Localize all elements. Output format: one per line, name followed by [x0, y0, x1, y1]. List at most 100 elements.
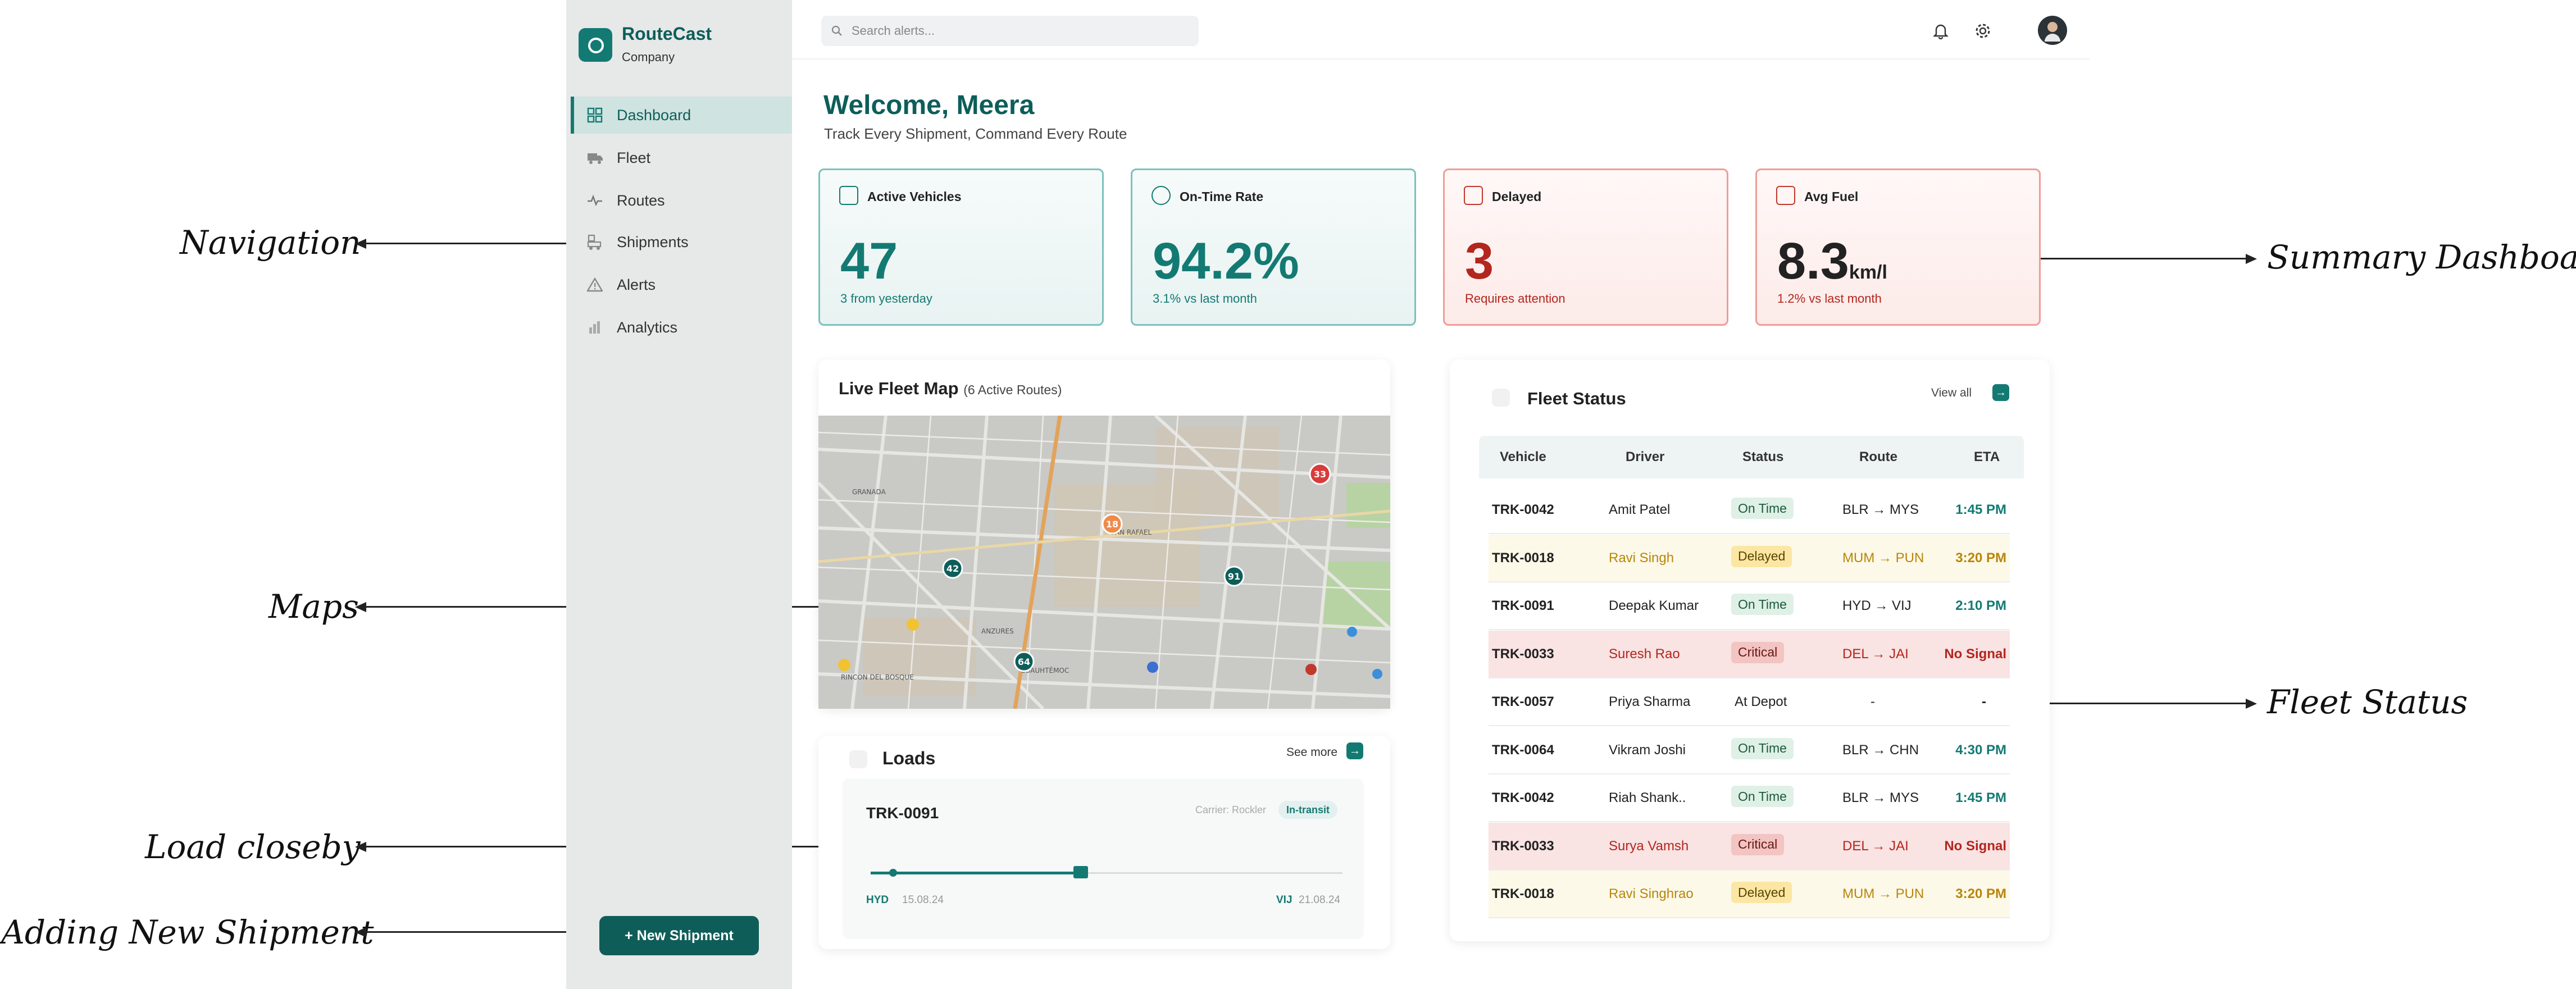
card-active-vehicles[interactable]: Active Vehicles 47 3 from yesterday	[818, 168, 1104, 326]
table-row[interactable]: TRK-0091 Deepak Kumar On Time HYD → VIJ 2:10…	[1489, 582, 2010, 630]
load-card[interactable]	[843, 778, 1364, 939]
cell-vehicle: TRK-0033	[1492, 838, 1554, 854]
card-avg-fuel[interactable]: Avg Fuel 8.3km/l 1.2% vs last month	[1755, 168, 2041, 326]
page-title: Welcome, Meera	[823, 90, 1035, 120]
bar-chart-icon	[586, 319, 603, 336]
map-marker[interactable]: 42	[942, 558, 963, 579]
map-marker[interactable]: 33	[1309, 463, 1331, 485]
sidebar-item-analytics[interactable]: Analytics	[571, 309, 792, 346]
grid-icon	[586, 107, 603, 124]
cell-eta: 4:30 PM	[1955, 742, 2006, 758]
avatar[interactable]	[2038, 16, 2067, 45]
search-bar[interactable]: Search alerts...	[821, 16, 1199, 46]
status-badge: On Time	[1731, 737, 1794, 759]
annotation-arrowhead	[355, 842, 366, 852]
cell-driver: Deepak Kumar	[1609, 598, 1699, 613]
table-row[interactable]: TRK-0033 Suresh Rao Critical DEL → JAI No Si…	[1489, 630, 2010, 678]
table-row[interactable]: TRK-0018 Ravi Singhrao Delayed MUM → PUN 3:2…	[1489, 870, 2010, 918]
status-badge: On Time	[1731, 498, 1794, 519]
table-row[interactable]: TRK-0042 Amit Patel On Time BLR → MYS 1:45 P…	[1489, 486, 2010, 534]
load-from-code: HYD	[866, 894, 889, 906]
map-subtitle: (6 Active Routes)	[963, 382, 1062, 397]
cell-eta: 2:10 PM	[1955, 598, 2006, 613]
cell-route: MUM → PUN	[1842, 550, 1924, 566]
cell-driver: Suresh Rao	[1609, 646, 1680, 662]
card-on-time-rate[interactable]: On-Time Rate 94.2% 3.1% vs last month	[1131, 168, 1416, 326]
card-value: 47	[840, 233, 898, 290]
cell-route: BLR → CHN	[1842, 742, 1919, 758]
cell-vehicle: TRK-0091	[1492, 598, 1554, 613]
cell-vehicle: TRK-0064	[1492, 742, 1554, 758]
arrow-right-icon[interactable]: →	[1992, 384, 2009, 401]
bell-icon[interactable]	[1931, 21, 1950, 40]
table-row[interactable]: TRK-0042 Riah Shank.. On Time BLR → MYS 1:45…	[1489, 774, 2010, 822]
fuel-icon	[1776, 186, 1795, 205]
topbar-divider	[792, 58, 2090, 60]
truck-icon	[586, 149, 603, 166]
annotation-arrowhead	[2246, 699, 2257, 709]
truck-icon	[1073, 866, 1088, 878]
annotation-fleet-status: Fleet Status	[2267, 683, 2468, 721]
truck-icon	[839, 186, 858, 205]
column-header-driver: Driver	[1626, 449, 1665, 464]
table-row[interactable]: TRK-0018 Ravi Singh Delayed MUM → PUN 3:20 P…	[1489, 534, 2010, 582]
load-from-date: 15.08.24	[902, 894, 944, 906]
card-title: Avg Fuel	[1804, 189, 1859, 204]
new-shipment-button[interactable]: + New Shipment	[599, 916, 759, 955]
active-indicator	[571, 97, 574, 134]
load-progress-fill	[871, 872, 1075, 874]
annotation-arrowhead	[355, 239, 366, 249]
map-marker[interactable]: 64	[1013, 651, 1035, 672]
warning-icon	[586, 276, 603, 293]
search-input[interactable]: Search alerts...	[852, 24, 935, 38]
route-icon	[586, 192, 603, 209]
svg-text:64: 64	[1018, 657, 1030, 667]
cell-vehicle: TRK-0057	[1492, 694, 1554, 709]
arrow-right-icon[interactable]: →	[1346, 742, 1363, 759]
map-marker[interactable]: 18	[1102, 513, 1123, 535]
sidebar-item-fleet[interactable]: Fleet	[571, 139, 792, 176]
cell-driver: Priya Sharma	[1609, 694, 1691, 709]
sidebar-item-label: Shipments	[617, 233, 689, 250]
annotation-new-shipment: Adding New Shipment	[1, 913, 374, 951]
cell-vehicle: TRK-0018	[1492, 550, 1554, 566]
live-fleet-map[interactable]: SAN RAFAEL ANZURES GRANADA CUAUHTÉMOC RI…	[818, 416, 1390, 709]
see-more-link[interactable]: See more	[1286, 746, 1338, 759]
annotation-arrowhead	[355, 927, 366, 937]
cell-driver: Ravi Singhrao	[1609, 886, 1694, 901]
card-subtext: Requires attention	[1465, 291, 1565, 306]
annotation-summary: Summary Dashboard	[2267, 238, 2576, 276]
table-row[interactable]: TRK-0064 Vikram Joshi On Time BLR → CHN 4:30…	[1489, 726, 2010, 774]
map-pin-icon	[1305, 664, 1317, 675]
sidebar-item-shipments[interactable]: Shipments	[571, 224, 792, 261]
annotation-arrowhead	[355, 602, 366, 612]
page-tagline: Track Every Shipment, Command Every Rout…	[824, 125, 1127, 142]
gear-icon[interactable]	[1973, 21, 1992, 40]
map-label: GRANADA	[852, 488, 886, 496]
table-row[interactable]: TRK-0033 Surya Vamsh Critical DEL → JAI No S…	[1489, 822, 2010, 870]
map-pin-icon	[1147, 662, 1158, 673]
brand-subtitle: Company	[622, 50, 675, 64]
card-title: Active Vehicles	[867, 189, 962, 204]
loads-title: Loads	[882, 748, 936, 768]
map-label: CUAUHTÉMOC	[1021, 666, 1069, 674]
sidebar-item-dashboard[interactable]: Dashboard	[571, 97, 792, 134]
fleet-status-title: Fleet Status	[1527, 389, 1626, 408]
map-marker[interactable]: 91	[1223, 566, 1245, 587]
cell-route: DEL → JAI	[1842, 838, 1909, 854]
load-to-code: VIJ	[1276, 894, 1292, 906]
status-badge: On Time	[1731, 594, 1794, 615]
table-row[interactable]: TRK-0057 Priya Sharma At Depot - -	[1489, 678, 2010, 726]
sidebar-item-alerts[interactable]: Alerts	[571, 266, 792, 303]
cell-vehicle: TRK-0018	[1492, 886, 1554, 901]
map-title: Live Fleet Map (6 Active Routes)	[839, 379, 1062, 398]
card-subtext: 1.2% vs last month	[1777, 291, 1882, 306]
view-all-link[interactable]: View all	[1931, 386, 1972, 399]
sidebar	[566, 0, 792, 989]
annotation-arrowhead	[2246, 254, 2257, 264]
sidebar-item-routes[interactable]: Routes	[571, 182, 792, 219]
cell-route: BLR → MYS	[1842, 790, 1919, 805]
card-delayed[interactable]: Delayed 3 Requires attention	[1443, 168, 1728, 326]
annotation-arrow	[2002, 703, 2249, 704]
search-icon	[831, 25, 843, 37]
